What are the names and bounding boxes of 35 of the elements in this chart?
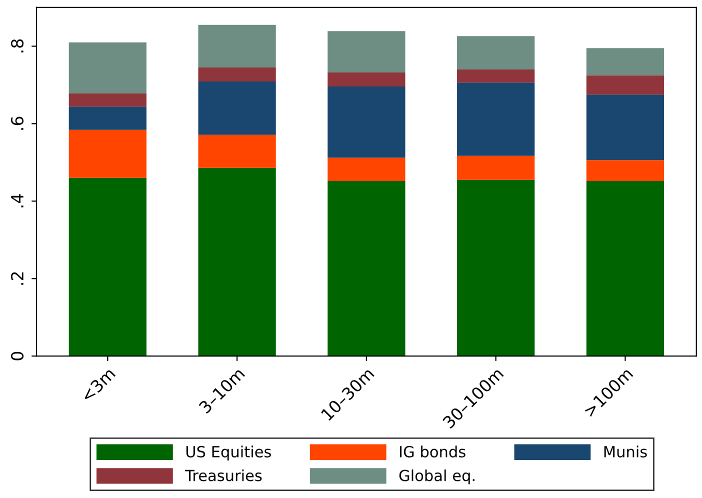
- bar: [198, 81, 276, 135]
- bar: [68, 106, 146, 130]
- y-tick-label: .6: [10, 116, 24, 130]
- bar: [328, 158, 406, 181]
- bar: [198, 24, 276, 68]
- bar: [457, 180, 535, 356]
- bar: [328, 180, 406, 356]
- bar: [198, 168, 276, 356]
- bar: [68, 130, 146, 178]
- bar: [586, 48, 664, 76]
- bar: [457, 69, 535, 83]
- bar: [457, 82, 535, 156]
- bar: [457, 156, 535, 180]
- legend-label: Global eq.: [399, 469, 474, 484]
- y-tick-label: 0: [10, 352, 24, 360]
- bar: [586, 160, 664, 181]
- bar: [586, 180, 664, 356]
- bar: [586, 75, 664, 95]
- bar: [68, 42, 146, 94]
- legend-label: US Equities: [186, 446, 271, 460]
- bar: [586, 94, 664, 160]
- legend-label: Munis: [604, 446, 647, 458]
- bar: [68, 93, 146, 107]
- y-tick-label: .8: [10, 39, 24, 52]
- bar: [328, 31, 406, 73]
- bar: [198, 134, 276, 168]
- bar: [198, 68, 276, 82]
- bar: [457, 36, 535, 70]
- bar: [328, 72, 406, 86]
- legend-label: Treasuries: [185, 469, 262, 482]
- bar: [328, 86, 406, 158]
- y-tick-label: .4: [11, 194, 24, 208]
- bar: [68, 178, 146, 356]
- legend-label: IG bonds: [400, 446, 466, 458]
- y-tick-label: .2: [10, 272, 24, 285]
